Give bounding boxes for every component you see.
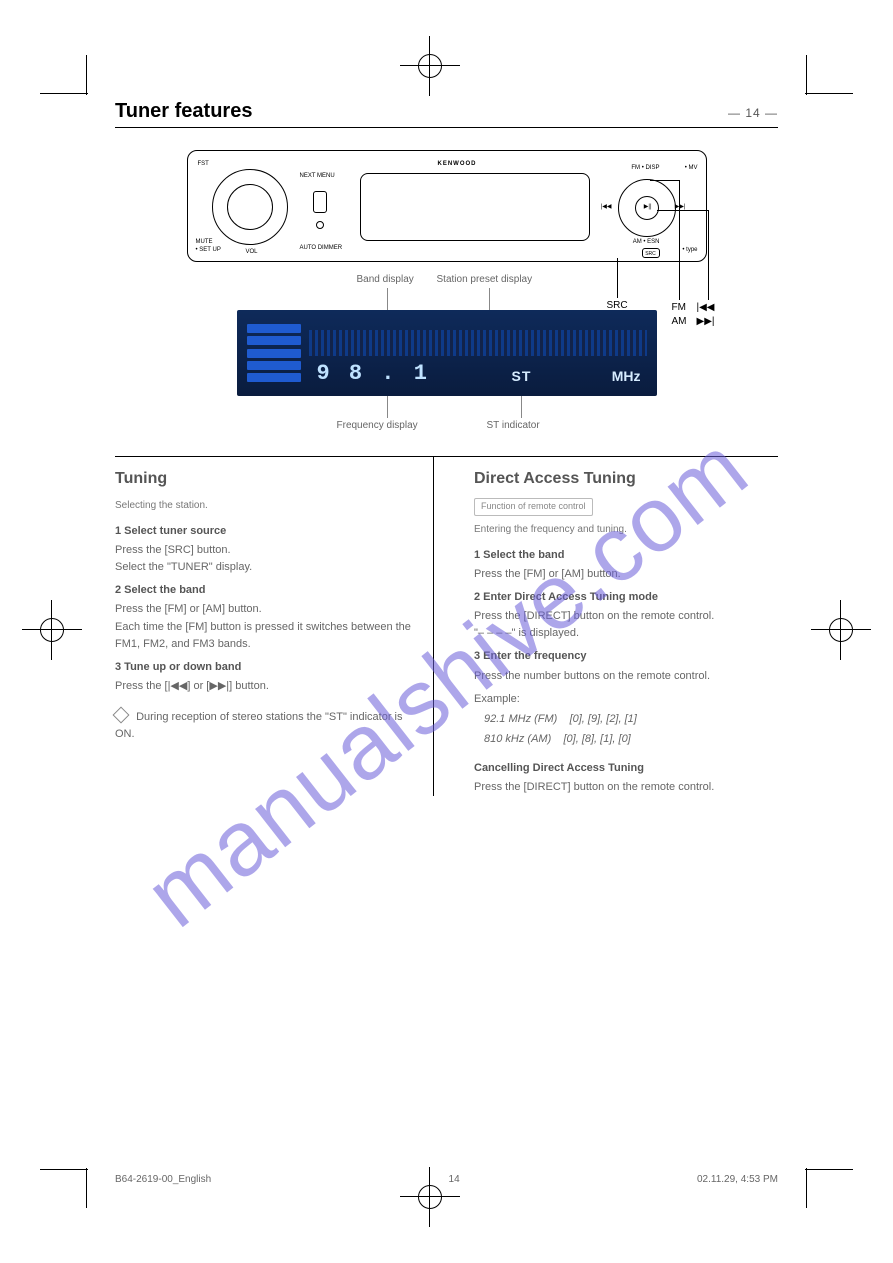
faceplate-outline: FST MUTE • SET UP VOL NEXT MENU AUTO DIM… bbox=[187, 150, 707, 262]
callout-st: ST indicator bbox=[487, 420, 540, 431]
left-step2: 2 Select the band bbox=[115, 582, 419, 599]
callout-fm: FM bbox=[672, 302, 686, 313]
callout-seek-right: ▶▶| bbox=[697, 316, 715, 327]
callout-band: Band display bbox=[357, 274, 414, 285]
ex2-freq: 810 kHz (AM) bbox=[484, 733, 551, 745]
cancel-heading: Cancelling Direct Access Tuning bbox=[474, 760, 778, 777]
led-dot-icon bbox=[316, 221, 324, 229]
leader-st bbox=[521, 396, 522, 418]
label-auto-dimmer: AUTO DIMMER bbox=[300, 245, 343, 251]
ex1-freq: 92.1 MHz (FM) bbox=[484, 713, 557, 725]
page: manualshive.com Tuner features — 14 — FS… bbox=[0, 0, 893, 1263]
right-step3: 3 Enter the frequency bbox=[474, 648, 778, 665]
remote-badge: Function of remote control bbox=[474, 498, 593, 516]
right-heading: Direct Access Tuning bbox=[474, 467, 778, 492]
example-2: 810 kHz (AM) [0], [8], [1], [0] bbox=[484, 731, 778, 748]
leader-src bbox=[617, 258, 618, 298]
label-mute: MUTE bbox=[196, 239, 213, 245]
lcd-outline bbox=[360, 173, 590, 241]
right-step1: 1 Select the band bbox=[474, 547, 778, 564]
ex2-keys: [0], [8], [1], [0] bbox=[563, 733, 630, 745]
leader-freq bbox=[387, 396, 388, 418]
left-sub: Selecting the station. bbox=[115, 498, 419, 514]
display-st: ST bbox=[512, 368, 532, 384]
right-sub: Entering the frequency and tuning. bbox=[474, 522, 778, 538]
left-note: During reception of stereo stations the … bbox=[115, 709, 419, 743]
leader-fm-h bbox=[650, 180, 680, 181]
label-am-esn: AM • ESN bbox=[633, 239, 660, 245]
left-step1-body: Press the [SRC] button. Select the "TUNE… bbox=[115, 542, 419, 576]
right-step2-body: Press the [DIRECT] button on the remote … bbox=[474, 608, 778, 642]
body-columns: Tuning Selecting the station. 1 Select t… bbox=[115, 456, 778, 796]
label-a-mv: • MV bbox=[685, 165, 698, 171]
left-step3: 3 Tune up or down band bbox=[115, 659, 419, 676]
display-figure: Band display Station preset display 9 8 … bbox=[237, 310, 657, 396]
footer-left: B64-2619-00_English bbox=[115, 1174, 211, 1185]
left-note-text: During reception of stereo stations the … bbox=[115, 711, 403, 740]
callout-preset: Station preset display bbox=[437, 274, 533, 285]
label-a-type: • type bbox=[682, 247, 697, 253]
leader-seek-h bbox=[657, 210, 709, 211]
display-freq: 9 8 . 1 bbox=[317, 361, 430, 386]
footer-page: 14 bbox=[449, 1174, 460, 1185]
right-step1-body: Press the [FM] or [AM] button. bbox=[474, 566, 778, 583]
ex1-keys: [0], [9], [2], [1] bbox=[570, 713, 637, 725]
display-hatch bbox=[309, 330, 647, 356]
label-fst: FST bbox=[198, 161, 209, 167]
callout-am: AM bbox=[672, 316, 687, 327]
footer-right: 02.11.29, 4:53 PM bbox=[697, 1174, 778, 1185]
right-step2: 2 Enter Direct Access Tuning mode bbox=[474, 589, 778, 606]
label-fm-disp: FM • DISP bbox=[631, 165, 659, 171]
left-step2-body: Press the [FM] or [AM] button. Each time… bbox=[115, 601, 419, 652]
left-step3-body: Press the [|◀◀] or [▶▶|] button. bbox=[115, 678, 419, 695]
volume-knob bbox=[212, 169, 288, 245]
jog-center-icon: ▶|| bbox=[644, 203, 652, 210]
right-step3-body: Press the number buttons on the remote c… bbox=[474, 668, 778, 685]
note-icon bbox=[113, 706, 130, 723]
label-next-menu: NEXT MENU bbox=[300, 173, 335, 179]
leader-preset bbox=[489, 288, 490, 310]
content-frame: Tuner features — 14 — FST MUTE • SET UP … bbox=[115, 100, 778, 1153]
jog-right-icon: ▶▶| bbox=[675, 203, 686, 210]
callout-freq: Frequency display bbox=[337, 420, 418, 431]
left-heading: Tuning bbox=[115, 467, 419, 492]
example-lead: Example: bbox=[474, 691, 778, 708]
brand-text: KENWOOD bbox=[438, 161, 477, 167]
faceplate-figure: FST MUTE • SET UP VOL NEXT MENU AUTO DIM… bbox=[187, 150, 707, 270]
title-rule bbox=[115, 127, 778, 128]
register-cross-right bbox=[811, 600, 871, 660]
leader-band bbox=[387, 288, 388, 310]
example-1: 92.1 MHz (FM) [0], [9], [2], [1] bbox=[484, 711, 778, 728]
left-column: Tuning Selecting the station. 1 Select t… bbox=[115, 457, 434, 796]
level-bars-icon bbox=[247, 324, 301, 382]
label-setup: • SET UP bbox=[196, 247, 221, 253]
page-ref: — 14 — bbox=[728, 106, 778, 120]
leader-seek-v bbox=[708, 210, 709, 300]
media-slot-icon bbox=[313, 191, 327, 213]
display-panel: 9 8 . 1 ST MHz bbox=[237, 310, 657, 396]
leader-fm-v bbox=[679, 180, 680, 300]
left-step1: 1 Select tuner source bbox=[115, 523, 419, 540]
register-cross-top bbox=[400, 36, 460, 96]
footer: B64-2619-00_English 14 02.11.29, 4:53 PM bbox=[115, 1174, 778, 1185]
label-vol: VOL bbox=[246, 249, 258, 255]
right-column: Direct Access Tuning Function of remote … bbox=[460, 457, 778, 796]
page-title: Tuner features bbox=[115, 100, 252, 123]
jog-left-icon: |◀◀ bbox=[601, 203, 612, 210]
title-row: Tuner features — 14 — bbox=[115, 100, 778, 123]
display-unit: MHz bbox=[612, 368, 641, 384]
cancel-body: Press the [DIRECT] button on the remote … bbox=[474, 779, 778, 796]
src-button-icon: SRC bbox=[642, 248, 660, 258]
register-cross-left bbox=[22, 600, 82, 660]
callout-seek-left: |◀◀ bbox=[697, 302, 715, 313]
